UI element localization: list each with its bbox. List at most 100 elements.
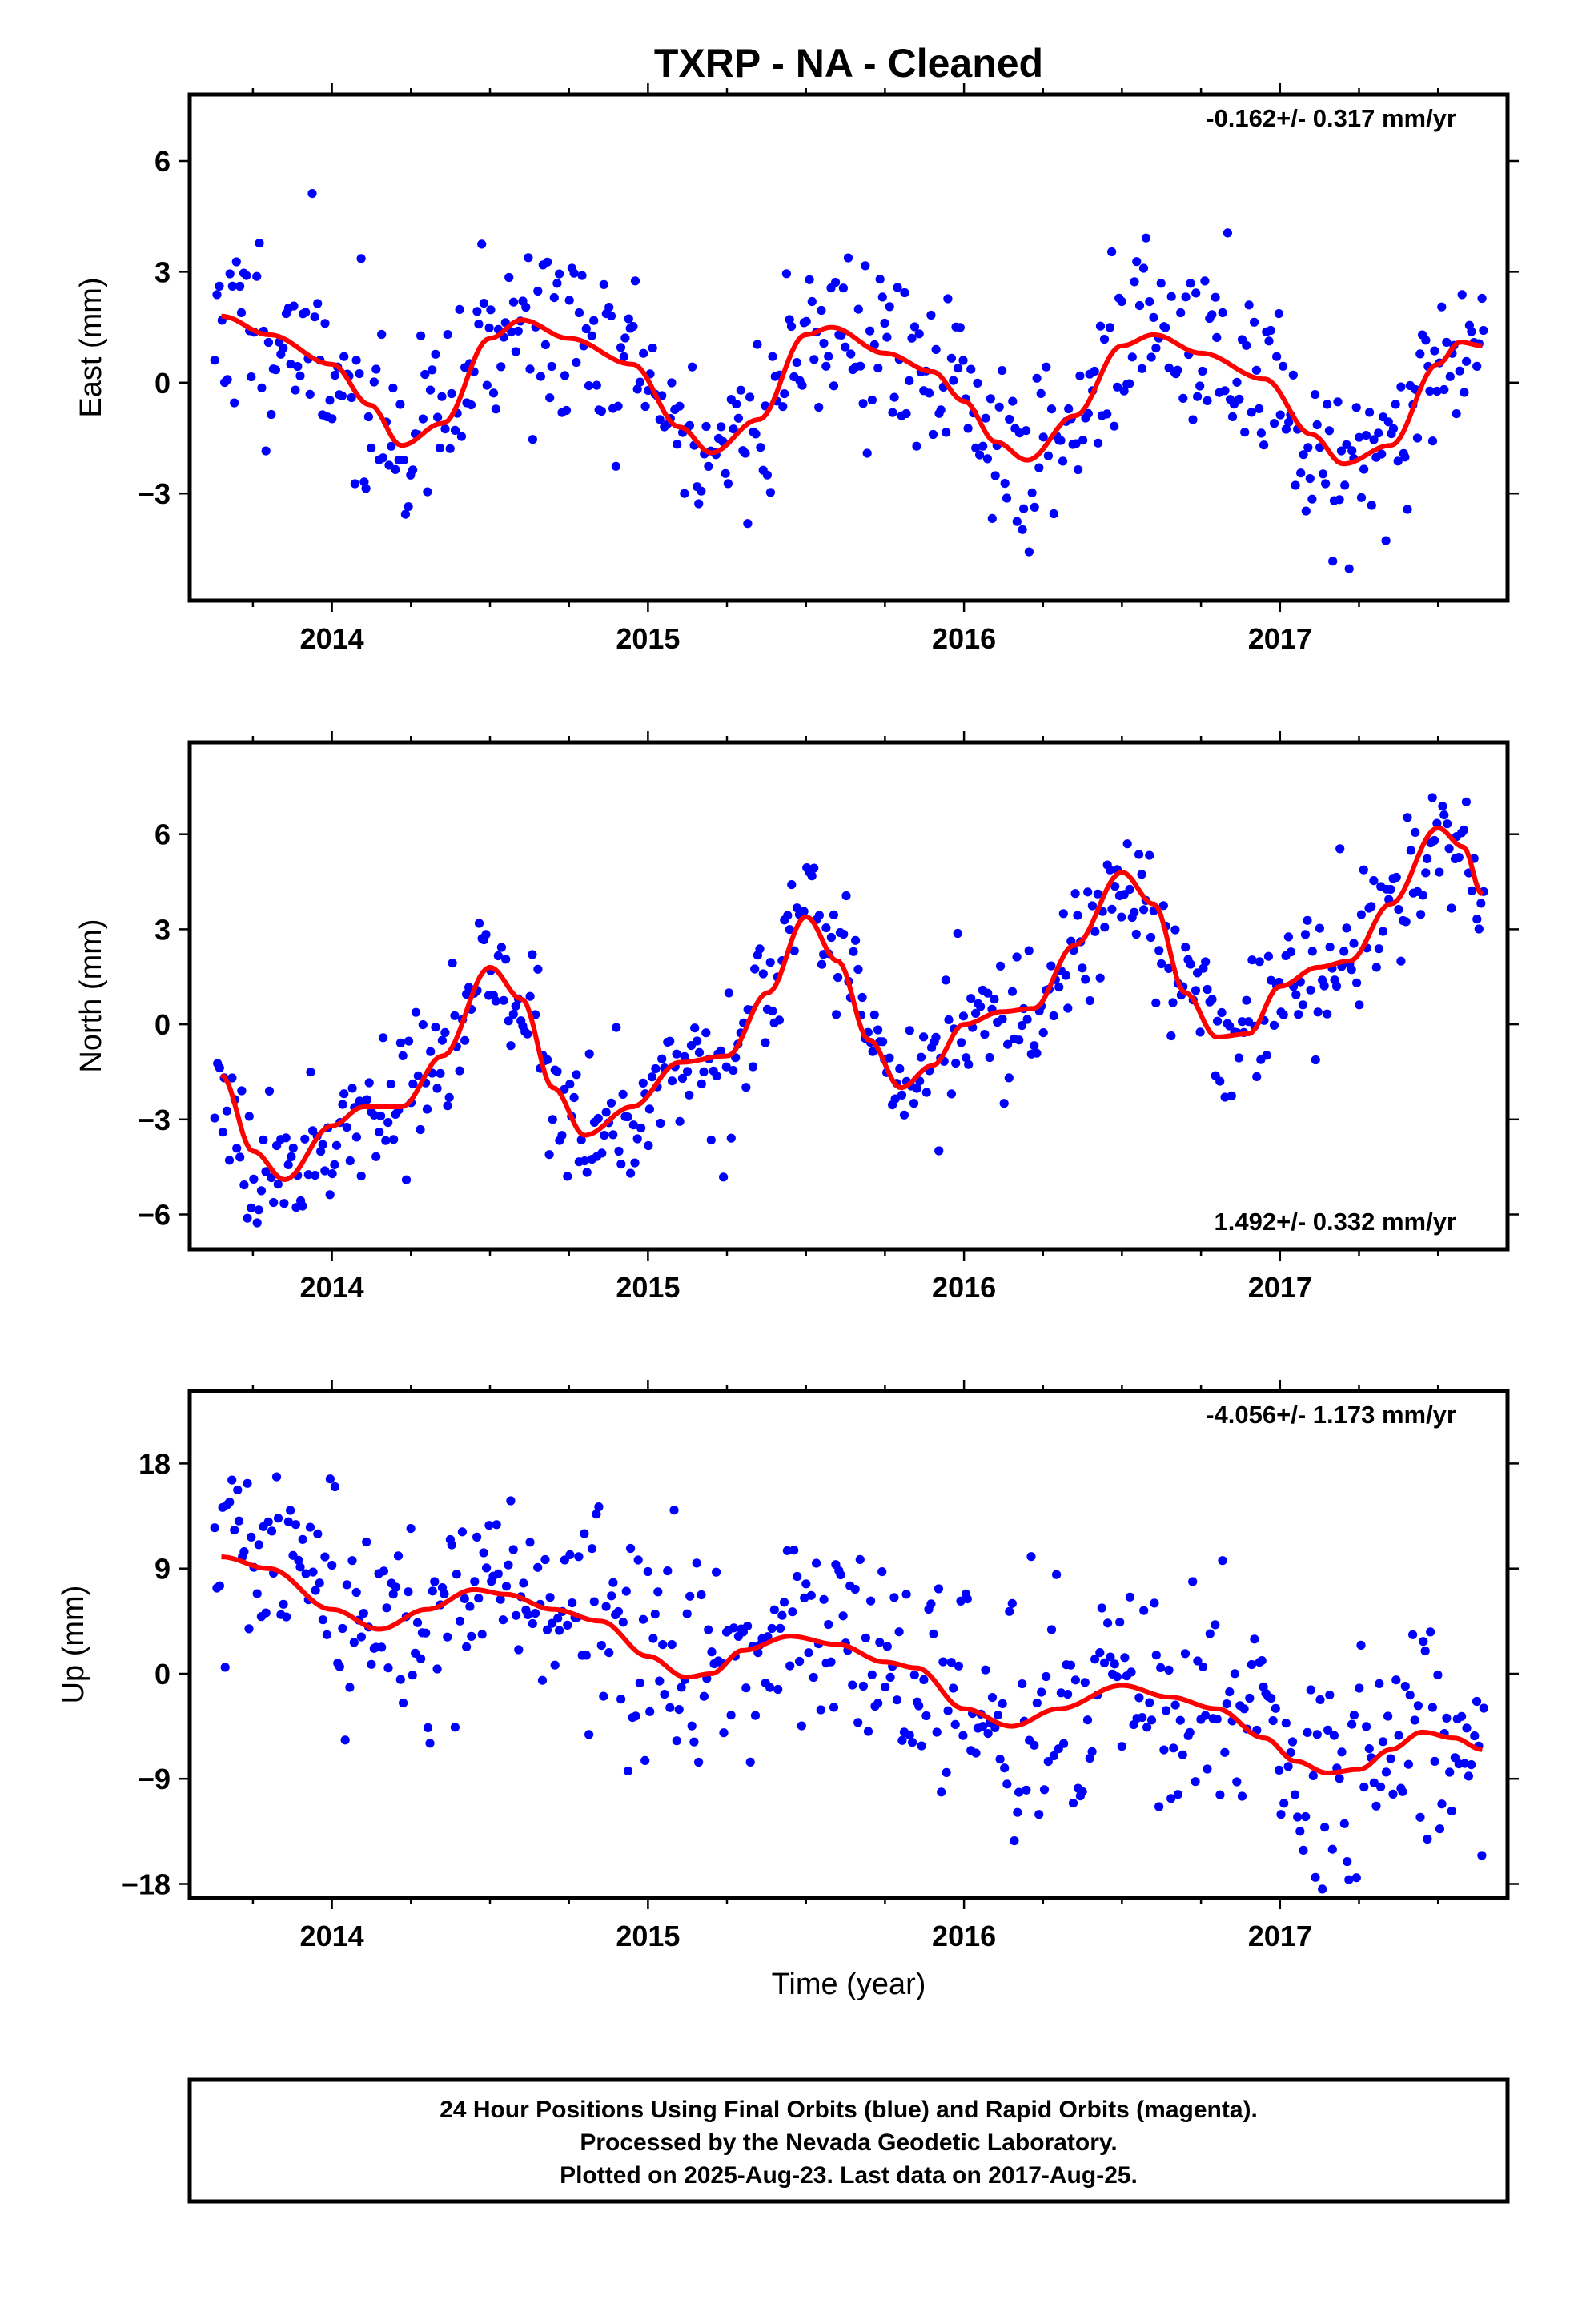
east-data-point xyxy=(994,402,1004,412)
up-data-point xyxy=(492,1520,501,1530)
east-data-point xyxy=(925,388,934,398)
east-data-point xyxy=(723,479,733,489)
up-data-point xyxy=(484,1521,494,1530)
east-data-point xyxy=(1134,300,1145,311)
north-data-point xyxy=(701,1028,711,1038)
north-data-point xyxy=(416,1124,425,1135)
y-tick-label: 18 xyxy=(139,1447,171,1480)
east-data-point xyxy=(889,392,899,402)
up-data-point xyxy=(767,1623,777,1634)
north-data-point xyxy=(1311,1055,1320,1065)
east-data-point xyxy=(958,356,968,365)
north-data-point xyxy=(375,1128,384,1137)
north-data-point xyxy=(807,871,817,881)
east-data-point xyxy=(1145,297,1154,307)
up-data-point xyxy=(1139,1606,1149,1615)
up-data-point xyxy=(1362,1722,1371,1731)
east-data-point xyxy=(1255,404,1264,413)
east-data-point xyxy=(1207,310,1217,320)
east-data-point xyxy=(604,303,614,312)
east-data-point xyxy=(477,239,487,249)
north-data-point xyxy=(249,1174,259,1184)
up-data-point xyxy=(892,1695,902,1705)
up-data-point xyxy=(592,1510,601,1519)
east-data-point xyxy=(569,268,579,278)
north-data-point xyxy=(426,1047,436,1056)
north-data-point xyxy=(1472,915,1482,924)
east-data-point xyxy=(1442,337,1452,347)
east-data-point xyxy=(596,406,607,416)
up-data-point xyxy=(1318,1884,1327,1894)
up-data-point xyxy=(388,1590,398,1599)
north-data-point xyxy=(716,1046,726,1055)
east-data-point xyxy=(363,412,373,422)
north-data-point xyxy=(998,1015,1007,1024)
up-data-point xyxy=(584,1730,594,1739)
east-data-point xyxy=(829,381,839,391)
up-data-point xyxy=(421,1628,431,1638)
north-data-point xyxy=(1058,909,1068,919)
north-data-point xyxy=(1423,854,1432,863)
north-data-point xyxy=(885,1053,894,1063)
up-data-point xyxy=(1419,1637,1428,1647)
north-data-point xyxy=(379,1033,388,1043)
north-data-point xyxy=(934,1146,944,1156)
up-data-point xyxy=(800,1593,809,1602)
up-data-point xyxy=(1378,1737,1388,1747)
up-data-point xyxy=(1005,1606,1014,1616)
north-data-point xyxy=(1438,802,1447,811)
east-data-point xyxy=(1195,381,1205,391)
east-data-point xyxy=(1242,340,1251,350)
up-data-point xyxy=(1173,1790,1182,1799)
up-data-point xyxy=(295,1562,305,1572)
east-data-point xyxy=(963,424,973,433)
up-data-point xyxy=(745,1757,755,1767)
up-data-point xyxy=(1185,1727,1195,1737)
north-data-point xyxy=(953,928,962,939)
east-data-point xyxy=(946,353,956,363)
east-data-point xyxy=(581,324,591,334)
up-data-point xyxy=(1281,1719,1291,1728)
east-data-point xyxy=(856,361,865,371)
up-data-point xyxy=(881,1682,890,1692)
up-data-point xyxy=(1215,1790,1225,1799)
east-data-point xyxy=(408,465,418,475)
up-data-point xyxy=(1335,1774,1344,1783)
up-data-point xyxy=(1180,1649,1191,1659)
north-data-point xyxy=(1355,1000,1364,1010)
up-data-point xyxy=(1211,1620,1220,1630)
east-data-point xyxy=(1305,474,1315,484)
east-data-point xyxy=(931,344,941,354)
up-data-point xyxy=(1437,1799,1447,1809)
x-tick-label: 2014 xyxy=(300,1271,364,1304)
y-tick-label: −3 xyxy=(138,1104,171,1136)
up-data-point xyxy=(908,1738,917,1747)
up-data-point xyxy=(938,1657,948,1667)
north-data-point xyxy=(600,1131,609,1140)
east-data-point xyxy=(721,468,730,478)
east-data-point xyxy=(1130,277,1139,287)
up-data-point xyxy=(1070,1675,1080,1685)
north-data-point xyxy=(369,1110,379,1120)
north-data-point xyxy=(644,1104,655,1114)
up-data-point xyxy=(347,1556,357,1566)
up-data-point xyxy=(1146,1715,1157,1725)
east-data-point xyxy=(504,272,514,283)
north-data-point xyxy=(706,1135,716,1145)
up-data-point xyxy=(921,1711,931,1721)
up-data-point xyxy=(457,1527,468,1537)
up-data-point xyxy=(227,1475,237,1485)
east-data-point xyxy=(907,333,917,343)
up-data-point xyxy=(983,1729,993,1739)
east-data-point xyxy=(819,339,829,348)
north-data-point xyxy=(1371,963,1381,972)
north-data-point xyxy=(905,1026,914,1035)
up-data-point xyxy=(797,1721,806,1731)
north-data-point xyxy=(916,1052,926,1062)
up-data-point xyxy=(765,1683,775,1692)
east-data-point xyxy=(377,329,387,340)
up-data-point xyxy=(474,1594,484,1603)
up-data-point xyxy=(531,1609,540,1618)
north-y-axis-label: North (mm) xyxy=(74,919,108,1072)
up-data-point xyxy=(1212,1715,1222,1724)
